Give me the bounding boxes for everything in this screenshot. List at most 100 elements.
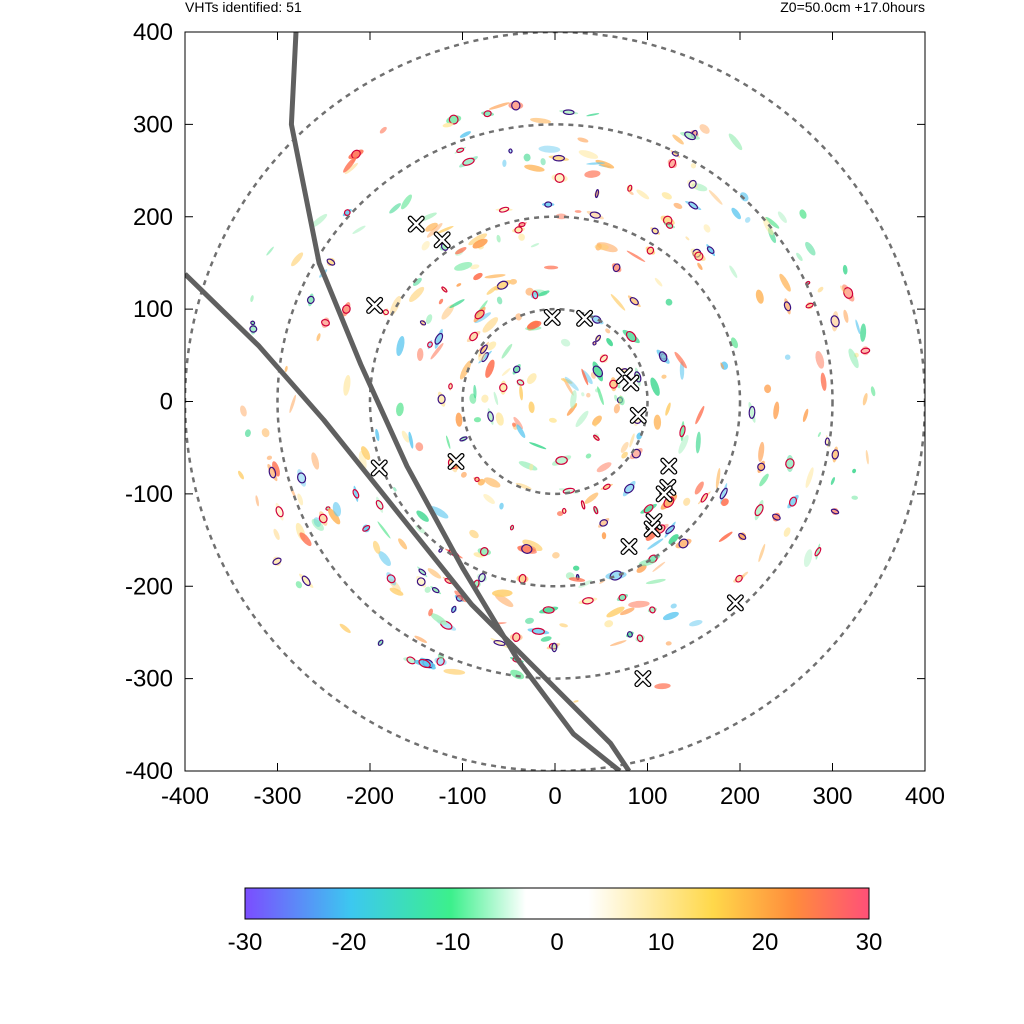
field-blob <box>430 613 448 626</box>
field-blob <box>820 372 827 391</box>
field-blob <box>343 156 357 173</box>
field-blob <box>459 131 471 138</box>
vht-contour <box>831 449 840 460</box>
range-ring-100 <box>461 307 649 496</box>
vht-contour <box>814 547 822 557</box>
field-blob <box>484 274 506 279</box>
field-blob <box>647 538 664 550</box>
vht-contour <box>518 222 526 228</box>
vht-contour <box>771 513 781 521</box>
vht-contour <box>509 524 515 531</box>
field-blob <box>586 113 600 117</box>
field-blob <box>299 532 312 547</box>
field-blob <box>597 386 604 406</box>
field-blob <box>568 577 586 582</box>
vht-count-label: VHTs identified: 51 <box>185 0 302 15</box>
vht-contour <box>352 489 360 499</box>
field-blob <box>573 403 578 409</box>
field-blob <box>459 156 478 168</box>
field-blob <box>485 359 495 378</box>
field-blob <box>564 376 579 391</box>
vht-marker <box>407 215 425 233</box>
field-blob <box>426 223 443 238</box>
field-blob <box>492 589 513 597</box>
vht-contour <box>459 436 468 442</box>
field-blob <box>730 337 739 349</box>
field-blob <box>515 313 522 321</box>
vht-contour <box>478 573 486 583</box>
vht-contour <box>651 227 659 235</box>
field-blob <box>495 412 504 426</box>
vht-contour <box>665 222 674 229</box>
colorbar-tick-label: -20 <box>332 929 367 956</box>
field-blob <box>652 561 666 572</box>
field-blob <box>773 401 780 420</box>
field-blob <box>636 564 647 573</box>
vht-marker <box>634 670 652 688</box>
vht-contour <box>516 379 525 386</box>
colorbar-ticks: -30 -20 -10 0 10 20 30 <box>228 929 883 956</box>
field-blob <box>861 346 870 356</box>
field-blob <box>865 450 869 465</box>
vht-marker <box>543 308 561 326</box>
vht-contour <box>679 425 686 438</box>
field-blob <box>542 202 555 207</box>
vht-contour <box>783 301 792 312</box>
field-blob <box>650 377 660 396</box>
field-blob <box>459 360 472 380</box>
field-blob <box>586 392 591 398</box>
vht-contour <box>542 606 555 614</box>
vht-contour <box>434 332 444 345</box>
field-blob <box>525 617 534 624</box>
vht-contour <box>496 280 509 290</box>
field-blob <box>493 391 499 406</box>
field-blob <box>578 150 599 159</box>
field-blob <box>483 477 501 488</box>
vht-contour <box>531 290 539 300</box>
field-blob <box>529 463 534 471</box>
field-blob <box>697 262 703 271</box>
x-tick-label: -300 <box>253 783 301 810</box>
field-blob <box>799 209 807 219</box>
field-blob <box>518 461 538 471</box>
field-blob <box>665 298 673 306</box>
field-blob <box>817 432 821 437</box>
field-blob <box>528 401 535 414</box>
field-blob <box>261 428 270 438</box>
vht-contour <box>678 538 689 549</box>
field-blob <box>787 494 799 509</box>
field-blob <box>650 227 661 235</box>
field-blob <box>415 442 424 452</box>
vht-contour <box>427 341 433 348</box>
vht-contour <box>629 297 639 306</box>
field-blob <box>472 238 488 249</box>
field-blob <box>618 395 625 406</box>
field-blob <box>237 470 245 480</box>
field-blob <box>803 549 813 567</box>
vht-contour <box>735 574 743 583</box>
vht-contour <box>552 154 565 162</box>
field-blob <box>508 101 524 110</box>
vht-contour <box>512 632 521 642</box>
field-blob <box>783 527 791 537</box>
track-line-2 <box>185 272 632 771</box>
field-blob <box>765 217 780 229</box>
field-blob <box>273 528 280 540</box>
field-blob <box>654 683 671 690</box>
field-blob <box>596 462 612 473</box>
field-blob <box>438 298 444 305</box>
field-blob <box>375 428 380 442</box>
colorbar-tick-label: -30 <box>228 929 263 956</box>
vht-contour <box>249 325 258 333</box>
vht-contour <box>479 547 489 557</box>
field-blob <box>690 163 697 169</box>
field-blob <box>409 286 425 302</box>
field-blob <box>622 329 640 344</box>
field-blob <box>537 290 550 297</box>
field-blob <box>396 335 405 357</box>
field-blob <box>445 435 451 449</box>
field-blob <box>683 497 691 506</box>
vht-contour <box>860 347 871 354</box>
field-blob <box>796 252 803 262</box>
field-blob <box>604 620 614 628</box>
